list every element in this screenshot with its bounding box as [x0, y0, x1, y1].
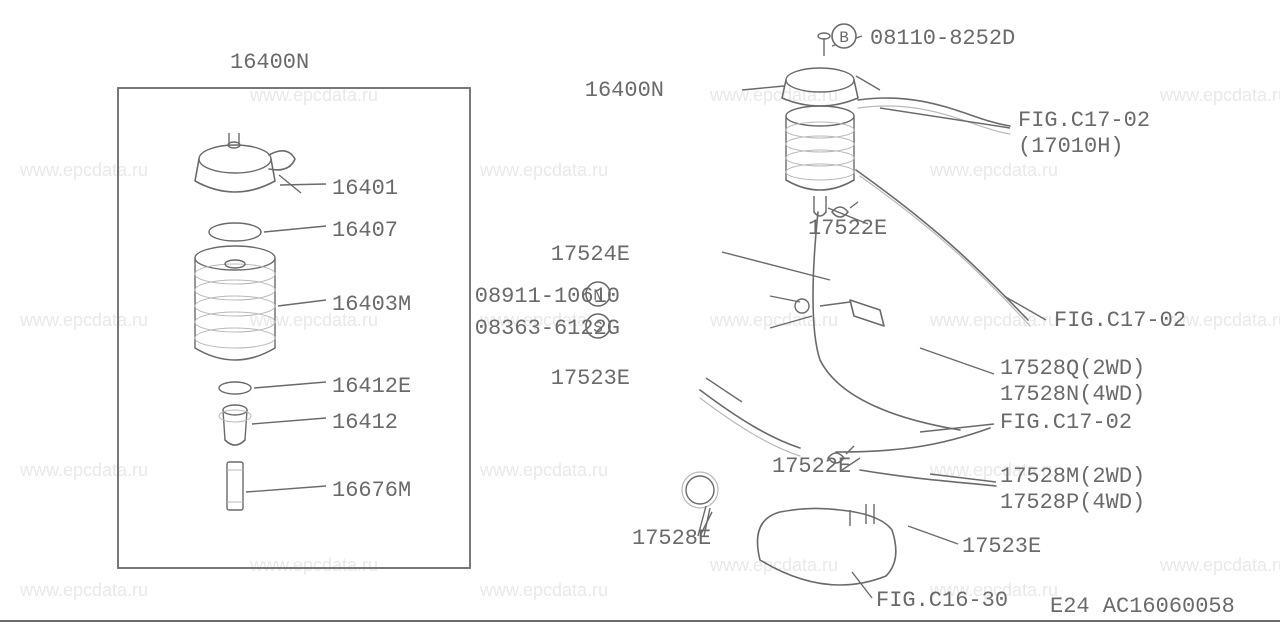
r-17528E: 17528E: [632, 526, 711, 551]
r-FIGC1702c: FIG.C17-02: [1000, 410, 1132, 435]
r-17522Eb: 17522E: [772, 454, 851, 479]
box-label: 16400N: [230, 50, 309, 75]
r-17528Q: 17528Q(2WD): [1000, 356, 1145, 381]
r-17010H: (17010H): [1018, 134, 1124, 159]
r-17528N: 17528N(4WD): [1000, 382, 1145, 407]
r-FIGC1702a: FIG.C17-02: [1018, 108, 1150, 133]
r-FIGC1630: FIG.C16-30: [876, 588, 1008, 613]
left-16412: 16412: [332, 410, 398, 435]
r-083636122G: 08363-6122G: [475, 316, 620, 341]
r-FIGC1702b: FIG.C17-02: [1054, 308, 1186, 333]
r-17523Eb: 17523E: [962, 534, 1041, 559]
r-08110: 08110-8252D: [870, 26, 1015, 51]
r-0891110610: 08911-10610: [475, 284, 620, 309]
svg-text:B: B: [839, 29, 849, 47]
r-17522E: 17522E: [808, 216, 887, 241]
left-16401: 16401: [332, 176, 398, 201]
r-17528M: 17528M(2WD): [1000, 464, 1145, 489]
r-17528P: 17528P(4WD): [1000, 490, 1145, 515]
left-16403M: 16403M: [332, 292, 411, 317]
footer-right: E24 AC16060058: [1050, 594, 1235, 619]
r-17523E: 17523E: [551, 366, 630, 391]
left-16412E: 16412E: [332, 374, 411, 399]
left-16676M: 16676M: [332, 478, 411, 503]
footer-rule: [0, 620, 1280, 622]
r-16400N: 16400N: [585, 78, 664, 103]
r-17524E: 17524E: [551, 242, 630, 267]
left-16407: 16407: [332, 218, 398, 243]
